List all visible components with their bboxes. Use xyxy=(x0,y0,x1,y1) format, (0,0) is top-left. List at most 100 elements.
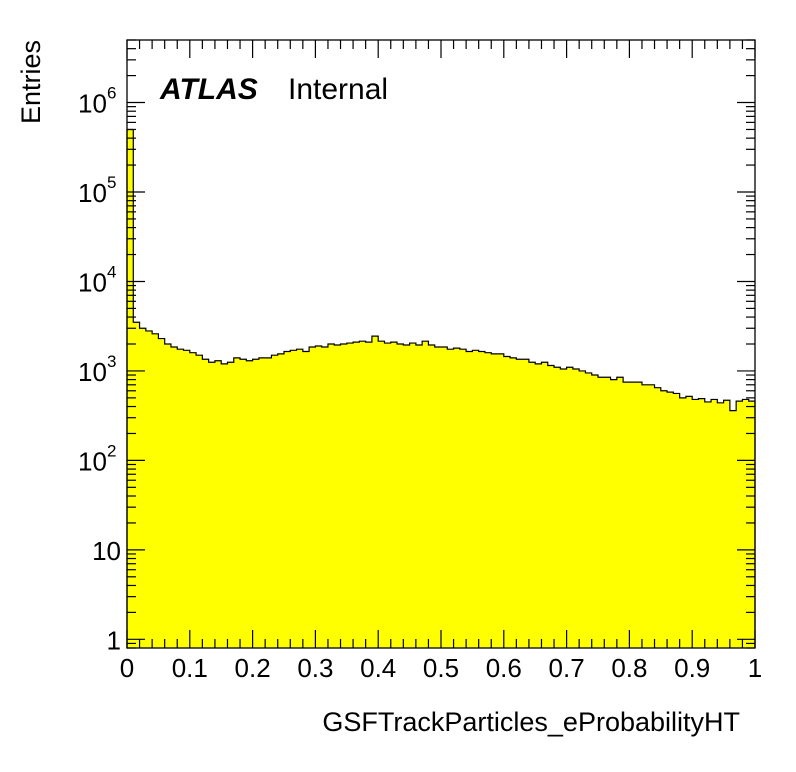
y-tick-exponent: 2 xyxy=(107,441,116,460)
y-tick-exponent: 6 xyxy=(107,84,116,103)
x-tick-label: 1 xyxy=(748,653,762,683)
histogram-bin xyxy=(284,351,291,648)
histogram-bin xyxy=(227,362,235,648)
histogram-bin xyxy=(309,347,316,648)
y-tick-exponent: 3 xyxy=(107,352,116,371)
y-tick-label: 10 xyxy=(78,267,107,297)
histogram-bin xyxy=(277,353,285,648)
y-tick-exponent: 4 xyxy=(107,262,116,281)
histogram-bin xyxy=(334,344,341,648)
histogram-bin xyxy=(422,341,429,648)
histogram-bin xyxy=(466,351,473,648)
histogram-bin xyxy=(472,350,480,648)
y-axis-title: Entries xyxy=(16,40,46,124)
y-tick-label: 10 xyxy=(78,178,107,208)
histogram-bin xyxy=(390,342,398,648)
histogram-bin xyxy=(302,351,310,648)
histogram-bin xyxy=(441,347,448,648)
histogram-bin xyxy=(541,362,549,648)
x-tick-labels: 0 0.1 0.2 0.3 0.4 0.5 0.6 0.7 0.8 0.9 1 xyxy=(120,653,762,683)
histogram-bin xyxy=(748,401,756,648)
histogram-bin xyxy=(629,382,637,648)
histogram-bin xyxy=(371,336,379,648)
histogram-bin xyxy=(503,356,511,648)
histogram-bin xyxy=(164,344,172,648)
histogram-bin xyxy=(510,357,517,648)
histogram-bin xyxy=(202,359,210,648)
y-axis-ticks xyxy=(127,39,755,649)
histogram-bin xyxy=(265,357,272,648)
histogram-bin xyxy=(246,360,253,648)
histogram-bin xyxy=(409,343,417,648)
x-tick-label: 0.3 xyxy=(297,653,333,683)
histogram-bin xyxy=(365,342,373,648)
histogram-bin xyxy=(591,375,599,648)
x-tick-label: 0.5 xyxy=(423,653,459,683)
x-tick-label: 0.8 xyxy=(611,653,647,683)
histogram-bin xyxy=(704,401,712,648)
histogram-bin xyxy=(717,402,724,648)
histogram-bin xyxy=(685,396,693,648)
histogram-bin xyxy=(290,350,297,648)
histogram-bin xyxy=(208,362,216,648)
histogram-bin xyxy=(233,357,241,648)
histogram-bin xyxy=(221,363,228,648)
histogram-bin xyxy=(196,355,203,648)
histogram-bin xyxy=(403,344,410,648)
histogram-bin xyxy=(604,377,611,648)
histogram-bin xyxy=(484,352,492,648)
histogram-bin xyxy=(353,342,360,648)
histogram-bin xyxy=(459,349,467,648)
histogram-bin xyxy=(152,333,159,648)
histogram-bin xyxy=(127,129,134,649)
histogram-bin xyxy=(340,344,348,648)
histogram-bin xyxy=(698,398,706,648)
histogram-bin xyxy=(428,344,436,648)
histogram-bin xyxy=(497,353,505,648)
histogram-bin xyxy=(258,357,266,648)
histogram-bin xyxy=(453,348,461,648)
histogram-bin xyxy=(585,372,593,648)
histogram-bin xyxy=(579,370,586,648)
histogram-bin xyxy=(673,393,681,648)
histogram-bin xyxy=(723,400,731,648)
histogram-bin xyxy=(679,397,687,648)
histogram-bin xyxy=(315,345,323,648)
histogram-bin xyxy=(252,359,260,648)
histogram-bin xyxy=(346,343,354,648)
histogram-bin xyxy=(711,399,718,648)
histogram-bin xyxy=(447,349,454,648)
atlas-label: ATLAS xyxy=(159,73,258,106)
y-tick-label: 1 xyxy=(107,625,121,655)
histogram-bin xyxy=(240,359,247,648)
histogram-bin xyxy=(139,328,147,648)
internal-label: Internal xyxy=(288,73,388,106)
histogram-bin xyxy=(572,369,580,648)
histogram-bin xyxy=(415,344,423,648)
histogram-bin xyxy=(641,384,649,648)
histogram-bin xyxy=(660,390,668,648)
histogram-bin xyxy=(183,350,191,648)
histogram-bin xyxy=(177,349,184,648)
y-tick-label: 10 xyxy=(92,536,121,566)
histogram-bin xyxy=(598,377,605,648)
y-tick-exponent: 5 xyxy=(107,173,116,192)
y-tick-label: 10 xyxy=(78,89,107,119)
histogram-bin xyxy=(654,387,662,648)
histogram-bin xyxy=(321,347,329,648)
histogram-bin xyxy=(397,344,404,648)
histogram-bin xyxy=(516,359,524,648)
x-axis-ticks xyxy=(126,40,756,648)
histogram-bin xyxy=(359,341,367,648)
histogram-bin xyxy=(535,363,542,648)
histogram-bin xyxy=(214,360,222,648)
histogram-bin xyxy=(133,322,140,648)
x-axis-title: GSFTrackParticles_eProbabilityHT xyxy=(322,707,740,737)
x-tick-label: 0 xyxy=(120,653,134,683)
histogram-bin xyxy=(560,369,567,648)
x-tick-label: 0.4 xyxy=(360,653,396,683)
histogram-bin xyxy=(158,338,166,648)
x-tick-label: 0.6 xyxy=(486,653,522,683)
